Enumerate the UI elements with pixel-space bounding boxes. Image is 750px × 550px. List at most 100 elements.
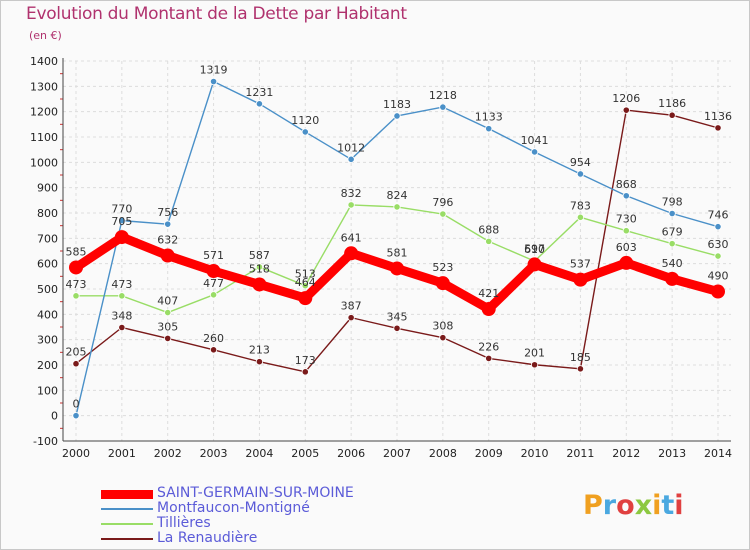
chart-unit: (en €) <box>29 29 62 42</box>
data-label: 201 <box>524 347 545 360</box>
data-label: 798 <box>662 196 683 209</box>
data-point <box>714 124 722 132</box>
y-tick-label: -100 <box>33 435 58 448</box>
data-label: 540 <box>662 257 683 270</box>
data-label: 603 <box>616 241 637 254</box>
data-point <box>390 261 404 276</box>
chart-title: Evolution du Montant de la Dette par Hab… <box>26 4 407 24</box>
data-point <box>114 230 129 245</box>
x-tick-label: 2000 <box>62 447 90 460</box>
data-label: 585 <box>66 245 87 258</box>
data-label: 1133 <box>475 111 503 124</box>
legend-swatch <box>101 490 153 499</box>
data-point <box>301 282 309 290</box>
y-tick-label: 300 <box>37 334 58 347</box>
legend-label: Montfaucon-Montigné <box>157 500 310 516</box>
x-tick-label: 2014 <box>704 447 732 460</box>
data-point <box>255 358 264 366</box>
line-chart: -100 0 100 200 300 400 500 600 700 800 900 1000 1100… <box>30 55 732 460</box>
data-point <box>298 291 313 306</box>
data-label: 746 <box>708 209 729 222</box>
data-label: 477 <box>203 277 224 290</box>
x-tick-label: 2006 <box>337 447 365 460</box>
x-tick-label: 2013 <box>658 447 686 460</box>
data-point <box>668 209 676 218</box>
legend-swatch <box>101 538 153 540</box>
proxiti-logo: Proxiti <box>583 490 684 521</box>
data-point <box>435 276 450 291</box>
data-label: 632 <box>157 234 178 247</box>
logo-letter: P <box>583 490 603 521</box>
data-point <box>527 257 542 272</box>
y-tick-label: 200 <box>37 359 58 372</box>
data-label: 345 <box>387 310 408 323</box>
data-point <box>164 220 172 228</box>
data-point <box>530 361 539 369</box>
data-point <box>576 213 585 221</box>
y-tick-label: 1200 <box>30 106 58 119</box>
logo-letter: x <box>634 490 653 521</box>
legend-swatch <box>101 508 153 510</box>
x-tick-label: 2007 <box>383 447 411 460</box>
x-tick-label: 2004 <box>245 447 273 460</box>
data-point <box>252 277 267 292</box>
legend-label: Tillières <box>157 515 211 531</box>
x-tick-label: 2011 <box>566 447 594 460</box>
data-label: 1136 <box>704 110 732 123</box>
data-point <box>485 354 493 363</box>
data-point <box>439 210 447 218</box>
data-label: 630 <box>708 238 729 251</box>
data-point <box>439 334 447 342</box>
y-tick-label: 900 <box>37 182 58 195</box>
logo-letter: i <box>652 490 662 521</box>
data-label: 597 <box>524 242 545 255</box>
data-label: 705 <box>111 215 132 228</box>
x-tick-label: 2001 <box>108 447 136 460</box>
data-label: 305 <box>157 320 178 333</box>
data-point <box>255 100 264 108</box>
data-label: 641 <box>341 231 362 244</box>
data-label: 1186 <box>658 97 686 110</box>
data-point <box>72 360 80 368</box>
data-label: 730 <box>616 213 637 226</box>
data-point <box>393 324 401 332</box>
data-label: 954 <box>570 156 591 169</box>
data-label: 1120 <box>291 114 319 127</box>
x-tick-label: 2002 <box>154 447 182 460</box>
data-label: 226 <box>478 340 499 353</box>
legend-swatch <box>101 523 153 525</box>
data-point <box>393 203 401 211</box>
data-label: 571 <box>203 249 224 262</box>
y-tick-label: 400 <box>37 308 58 321</box>
series-lines <box>69 77 725 420</box>
y-tick-label: 100 <box>37 384 58 397</box>
data-label: 587 <box>249 249 270 262</box>
data-label: 173 <box>295 354 316 367</box>
data-point <box>668 111 676 119</box>
data-label: 473 <box>66 278 87 291</box>
legend-label: La Renaudière <box>157 530 258 546</box>
logo-letter: o <box>616 490 635 521</box>
data-point <box>576 170 585 178</box>
data-point <box>72 412 80 420</box>
data-label: 679 <box>662 226 683 239</box>
data-point <box>301 128 309 136</box>
data-point <box>576 365 585 373</box>
axes: -100 0 100 200 300 400 500 600 700 800 900 1000 1100… <box>30 55 732 460</box>
data-label: 513 <box>295 268 316 281</box>
data-point <box>668 240 676 248</box>
data-label: 868 <box>616 178 637 191</box>
data-point <box>622 227 630 235</box>
x-tick-label: 2003 <box>200 447 228 460</box>
data-point <box>573 272 588 287</box>
data-label: 523 <box>432 261 453 274</box>
data-label: 832 <box>341 187 362 200</box>
data-point <box>209 346 218 354</box>
data-label: 490 <box>708 270 729 283</box>
data-point <box>393 112 401 120</box>
data-label: 185 <box>570 351 591 364</box>
data-label: 213 <box>249 344 270 357</box>
data-label: 756 <box>157 206 178 219</box>
data-label: 581 <box>387 246 408 259</box>
data-point <box>160 248 175 263</box>
